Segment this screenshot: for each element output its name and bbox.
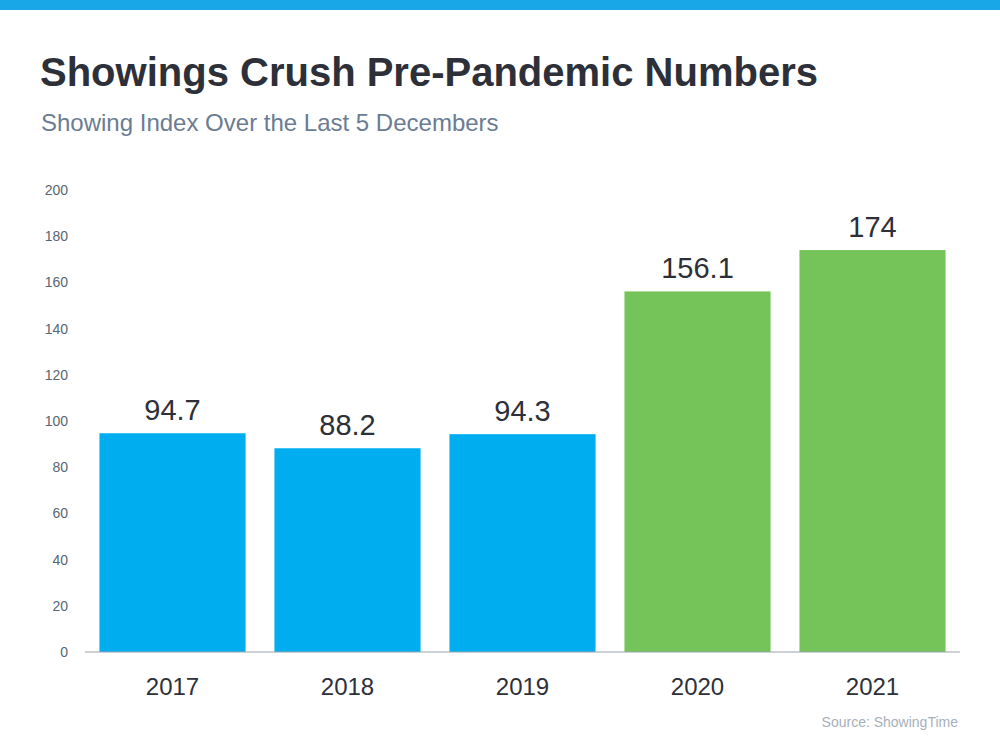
y-tick-label: 100 xyxy=(45,413,69,429)
y-tick-label: 140 xyxy=(45,321,69,337)
y-tick-label: 40 xyxy=(52,552,68,568)
top-stripe xyxy=(0,0,1000,10)
bars xyxy=(99,250,945,652)
bar xyxy=(274,448,420,652)
data-label: 174 xyxy=(848,211,896,243)
chart-container: Showings Crush Pre-Pandemic Numbers Showi… xyxy=(0,0,1000,750)
y-tick-label: 60 xyxy=(52,505,68,521)
bar xyxy=(799,250,945,652)
data-label: 94.3 xyxy=(494,395,550,427)
x-axis-line xyxy=(85,652,960,653)
x-tick-label: 2017 xyxy=(146,673,199,700)
bar xyxy=(449,434,595,652)
data-label: 94.7 xyxy=(144,394,200,426)
bar xyxy=(624,291,770,652)
y-tick-label: 120 xyxy=(45,367,69,383)
x-tick-label: 2020 xyxy=(671,673,724,700)
source: Source: ShowingTime xyxy=(822,714,959,730)
data-label: 88.2 xyxy=(319,409,375,441)
y-tick-label: 0 xyxy=(60,644,68,660)
bar xyxy=(99,433,245,652)
data-label: 156.1 xyxy=(661,252,734,284)
title: Showings Crush Pre-Pandemic Numbers xyxy=(40,50,818,94)
y-axis: 0 20 40 60 80 100 120 140 160 180 200 xyxy=(45,182,69,660)
x-axis: 2017 2018 2019 2020 2021 xyxy=(146,673,899,700)
page: {"chart_data": {"type": "bar", "title": … xyxy=(0,0,1000,750)
y-tick-label: 20 xyxy=(52,598,68,614)
subtitle: Showing Index Over the Last 5 Decembers xyxy=(41,109,499,136)
y-tick-label: 200 xyxy=(45,182,69,198)
y-tick-label: 80 xyxy=(52,459,68,475)
y-tick-label: 160 xyxy=(45,274,69,290)
x-tick-label: 2018 xyxy=(321,673,374,700)
y-tick-label: 180 xyxy=(45,228,69,244)
x-tick-label: 2019 xyxy=(496,673,549,700)
data-labels: 94.7 88.2 94.3 156.1 174 xyxy=(144,211,896,441)
chart-svg: Showings Crush Pre-Pandemic Numbers Showi… xyxy=(0,0,1000,750)
x-tick-label: 2021 xyxy=(846,673,899,700)
